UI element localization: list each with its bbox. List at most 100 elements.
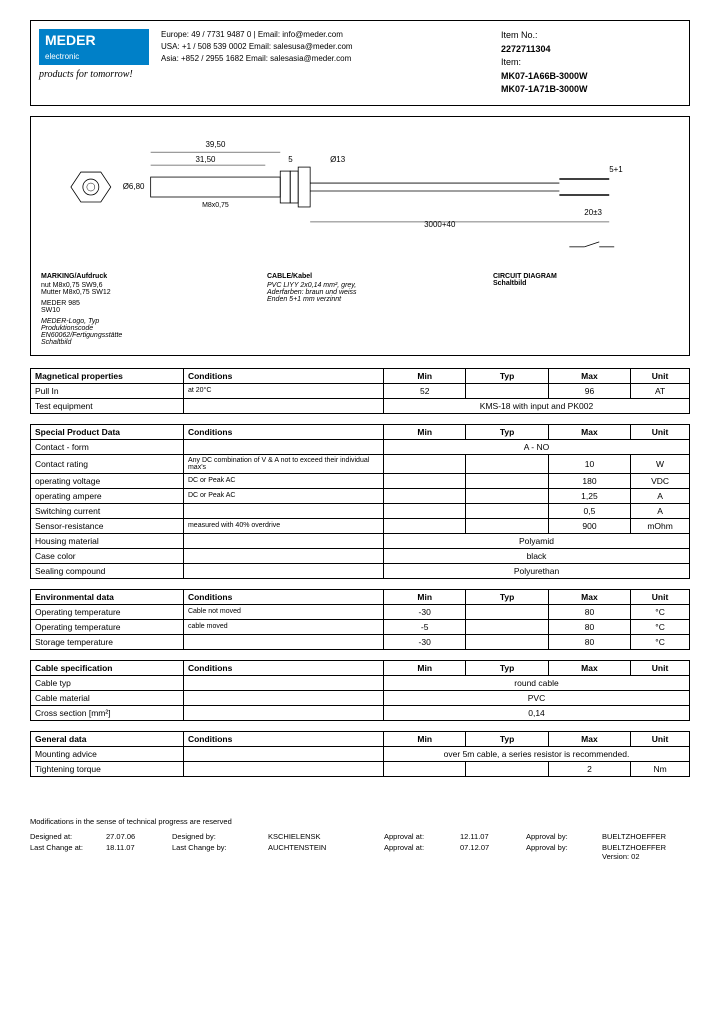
logo-block: MEDER electronic products for tomorrow!	[39, 29, 149, 97]
cond-cell	[183, 761, 383, 776]
data-table: Special Product DataConditionsMinTypMaxU…	[30, 424, 690, 579]
span-cell: KMS-18 with input and PK002	[384, 398, 690, 413]
tagline: products for tomorrow!	[39, 69, 149, 80]
prop-cell: Test equipment	[31, 398, 184, 413]
footer-cell: BUELTZHOEFFER	[602, 832, 690, 841]
cond-cell	[183, 705, 383, 720]
min-cell	[384, 761, 466, 776]
max-cell: 80	[548, 634, 630, 649]
data-table: Cable specificationConditionsMinTypMaxUn…	[30, 660, 690, 721]
table-title: Magnetical properties	[31, 368, 184, 383]
table-title: Special Product Data	[31, 424, 184, 439]
typ-cell	[466, 518, 548, 533]
cond-cell	[183, 533, 383, 548]
cond-cell: Any DC combination of V & A not to excee…	[183, 454, 383, 473]
footer-cell: 07.12.07	[460, 843, 520, 861]
prop-cell: operating ampere	[31, 488, 184, 503]
item-name-1: MK07-1A66B-3000W	[501, 70, 681, 84]
table-row: Cable materialPVC	[31, 690, 690, 705]
typ-cell	[466, 619, 548, 634]
cond-cell	[183, 398, 383, 413]
max-cell: 0,5	[548, 503, 630, 518]
cable-text: PVC LIYY 2x0,14 mm², grey, Aderfarben: b…	[267, 282, 453, 303]
footer-cell: KSCHIELENSK	[268, 832, 378, 841]
logo-main: MEDER	[45, 32, 96, 48]
unit-cell: mOhm	[631, 518, 690, 533]
prop-cell: Housing material	[31, 533, 184, 548]
contact-line: USA: +1 / 508 539 0002 Email: salesusa@m…	[161, 41, 489, 53]
typ-cell	[466, 454, 548, 473]
col-min: Min	[384, 660, 466, 675]
svg-text:Ø6,80: Ø6,80	[123, 182, 145, 191]
table-row: Tightening torque2Nm	[31, 761, 690, 776]
prop-cell: Contact - form	[31, 439, 184, 454]
diagram-notes: MARKING/Aufdruck nut M8x0,75 SW9,6 Mutte…	[41, 273, 679, 346]
logo: MEDER electronic	[39, 29, 149, 65]
footer-cell: Last Change at:	[30, 843, 100, 861]
prop-cell: Cable material	[31, 690, 184, 705]
item-no-label: Item No.:	[501, 29, 681, 43]
typ-cell	[466, 383, 548, 398]
min-cell	[384, 488, 466, 503]
min-cell: 52	[384, 383, 466, 398]
table-row: Sealing compoundPolyurethan	[31, 563, 690, 578]
table-row: Operating temperatureCable not moved-308…	[31, 604, 690, 619]
prop-cell: Switching current	[31, 503, 184, 518]
cond-cell: Cable not moved	[183, 604, 383, 619]
cond-cell	[183, 634, 383, 649]
cond-cell	[183, 746, 383, 761]
footer-grid: Designed at:27.07.06Designed by:KSCHIELE…	[30, 832, 690, 861]
unit-cell: AT	[631, 383, 690, 398]
prop-cell: Cross section [mm²]	[31, 705, 184, 720]
svg-text:5+1: 5+1	[609, 165, 623, 174]
prop-cell: Cable typ	[31, 675, 184, 690]
prop-cell: Pull In	[31, 383, 184, 398]
footer-note: Modifications in the sense of technical …	[30, 817, 690, 826]
col-typ: Typ	[466, 368, 548, 383]
svg-text:5: 5	[288, 155, 293, 164]
col-unit: Unit	[631, 660, 690, 675]
table-row: Contact - formA - NO	[31, 439, 690, 454]
max-cell: 80	[548, 619, 630, 634]
footer-cell: Approval by:	[526, 843, 596, 861]
contacts: Europe: 49 / 7731 9487 0 | Email: info@m…	[161, 29, 489, 97]
data-table: General dataConditionsMinTypMaxUnitMount…	[30, 731, 690, 777]
footer-cell: BUELTZHOEFFER Version: 02	[602, 843, 690, 861]
svg-text:M8x0,75: M8x0,75	[202, 201, 229, 208]
min-cell	[384, 454, 466, 473]
table-row: Pull Inat 20°C5296AT	[31, 383, 690, 398]
cond-cell	[183, 563, 383, 578]
logo-sub: electronic	[45, 52, 79, 61]
table-row: Test equipment KMS-18 with input and PK00…	[31, 398, 690, 413]
header-block: MEDER electronic products for tomorrow! …	[30, 20, 690, 106]
col-typ: Typ	[466, 660, 548, 675]
max-cell: 1,25	[548, 488, 630, 503]
table-row: Case colorblack	[31, 548, 690, 563]
table-row: Cable typround cable	[31, 675, 690, 690]
prop-cell: Sealing compound	[31, 563, 184, 578]
table-row: operating voltageDC or Peak AC180VDC	[31, 473, 690, 488]
item-name-2: MK07-1A71B-3000W	[501, 83, 681, 97]
max-cell: 180	[548, 473, 630, 488]
item-label: Item:	[501, 56, 681, 70]
col-unit: Unit	[631, 368, 690, 383]
typ-cell	[466, 488, 548, 503]
prop-cell: Storage temperature	[31, 634, 184, 649]
min-cell	[384, 473, 466, 488]
min-cell: -5	[384, 619, 466, 634]
cable-title: CABLE/Kabel	[267, 273, 453, 280]
cond-cell	[183, 503, 383, 518]
svg-text:3000+40: 3000+40	[424, 219, 456, 228]
footer-cell: Approval at:	[384, 832, 454, 841]
col-min: Min	[384, 368, 466, 383]
footer-cell: 27.07.06	[106, 832, 166, 841]
unit-cell: A	[631, 503, 690, 518]
col-max: Max	[548, 424, 630, 439]
max-cell: 80	[548, 604, 630, 619]
prop-cell: operating voltage	[31, 473, 184, 488]
min-cell	[384, 518, 466, 533]
prop-cell: Tightening torque	[31, 761, 184, 776]
circuit-title: CIRCUIT DIAGRAM Schaltbild	[493, 273, 679, 287]
footer-cell: Designed at:	[30, 832, 100, 841]
col-typ: Typ	[466, 731, 548, 746]
